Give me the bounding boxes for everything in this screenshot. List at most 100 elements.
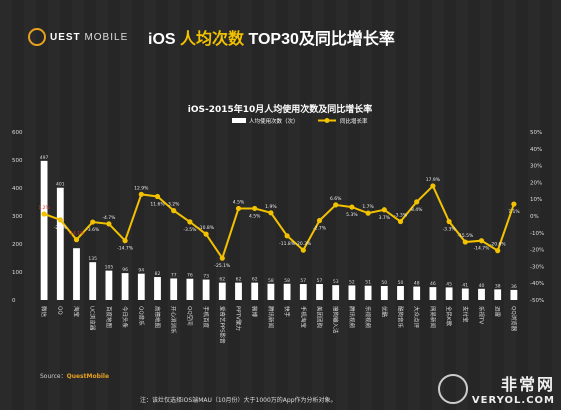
title-part2: TOP30及同比增长率 [244, 31, 395, 48]
growth-value-label: -14.7% [117, 246, 134, 252]
bar [348, 285, 356, 300]
growth-value-label: -14.1% [69, 231, 86, 237]
bar-value-label: 497 [40, 155, 49, 161]
growth-value-label: 1.2% [38, 205, 50, 211]
x-category-label: 支付宝 [461, 306, 469, 323]
bar-value-label: 94 [138, 268, 144, 274]
x-category-label: 微信 [40, 306, 48, 318]
bar [316, 284, 323, 300]
bar-value-label: 50 [398, 280, 404, 286]
bar-value-label: 135 [88, 256, 97, 262]
growth-point [268, 210, 274, 216]
bar [299, 284, 307, 300]
source-label: Source：QuestMobile [40, 371, 109, 380]
bar-value-label: 62 [236, 277, 242, 283]
bar [251, 282, 259, 300]
questmobile-logo: UEST MOBILE [28, 28, 128, 46]
growth-point [430, 183, 436, 189]
growth-value-label: 8.4% [411, 207, 423, 213]
growth-point [446, 218, 452, 225]
growth-value-label: 4.5% [233, 199, 245, 205]
growth-point [235, 205, 242, 212]
bar [413, 286, 421, 300]
bar-value-label: 62 [252, 277, 258, 283]
x-category-label: 乐视视频 [364, 306, 372, 329]
bar-value-label: 46 [430, 281, 436, 287]
right-tick-label: 20% [530, 180, 542, 186]
bar-value-label: 58 [268, 278, 274, 284]
x-category-label: 手机百度 [202, 306, 210, 329]
growth-value-label: -3.3% [443, 227, 457, 233]
growth-point [122, 238, 128, 244]
x-category-label: 美团团购 [316, 306, 324, 329]
source-brand: QuestMobile [66, 373, 110, 380]
bar-value-label: 40 [479, 283, 485, 289]
bar [105, 270, 113, 300]
bar [397, 286, 404, 300]
growth-point [381, 207, 387, 213]
x-category-label: QQ音乐 [137, 306, 145, 326]
x-category-label: 百度地图 [105, 306, 113, 329]
bar-value-label: 36 [511, 284, 517, 290]
growth-value-label: 1.9% [265, 204, 277, 210]
left-tick-label: 300 [12, 214, 23, 220]
source-prefix: Source： [40, 373, 67, 380]
header: UEST MOBILE iOS 人均次数 TOP30及同比增长率 [0, 0, 561, 68]
x-category-label: 腾讯视频 [348, 306, 356, 329]
growth-point [511, 201, 517, 207]
x-category-label: QQ空间 [186, 306, 194, 326]
bar [89, 262, 97, 300]
right-tick-label: -30% [530, 264, 544, 270]
logo-sub: MOBILE [84, 31, 129, 43]
bar [445, 287, 453, 300]
growth-point [41, 211, 47, 217]
growth-point [495, 248, 501, 254]
growth-point [171, 208, 177, 214]
watermark-cn: 非常网 [500, 375, 555, 394]
bar [56, 187, 64, 300]
growth-point [57, 217, 63, 223]
growth-point [73, 237, 80, 243]
growth-point [316, 217, 323, 224]
growth-value-label: -3.3% [394, 213, 408, 219]
bar-value-label: 57 [300, 278, 306, 284]
growth-value-label: -20.3% [295, 241, 312, 247]
footnote: 注：该灶仅选择iOS端MAU（10月份）大于1000万的App作为分析对象。 [140, 397, 337, 404]
growth-point [252, 205, 258, 212]
bar [202, 279, 210, 300]
bar [40, 160, 48, 300]
bar-value-label: 96 [122, 267, 128, 273]
chart-title: iOS-2015年10月人均使用次数及同比增长率 [188, 103, 373, 115]
left-tick-label: 500 [12, 158, 23, 164]
left-tick-label: 100 [12, 270, 23, 276]
right-tick-label: -10% [530, 231, 544, 237]
bar [283, 283, 291, 300]
growth-point [284, 233, 290, 239]
bar [364, 285, 372, 300]
growth-value-label: 17.9% [426, 177, 441, 183]
bar [121, 273, 129, 300]
right-tick-label: 40% [530, 147, 542, 153]
bar-value-label: 52 [349, 279, 355, 285]
bar-value-label: 76 [187, 273, 193, 279]
bar [332, 285, 340, 300]
growth-value-label: -15.5% [457, 233, 474, 239]
page-title: iOS 人均次数 TOP30及同比增长率 [148, 25, 395, 49]
x-category-label: 网易新闻 [429, 306, 437, 328]
bar [478, 288, 485, 300]
bar [429, 287, 437, 300]
growth-value-label: 4.5% [249, 213, 261, 219]
bar-value-label: 58 [284, 278, 290, 284]
growth-value-label: -25.1% [214, 263, 231, 269]
growth-point [90, 219, 96, 225]
x-category-label: 今日头条 [121, 306, 129, 329]
bar-value-label: 41 [462, 283, 468, 289]
bar [494, 289, 502, 300]
growth-point [365, 210, 371, 216]
bar [170, 278, 178, 300]
x-category-label: 微博 [251, 306, 259, 318]
legend-line-marker [324, 118, 330, 123]
x-category-label: 淘宝 [73, 306, 81, 318]
growth-value-label: 6.6% [330, 196, 342, 202]
